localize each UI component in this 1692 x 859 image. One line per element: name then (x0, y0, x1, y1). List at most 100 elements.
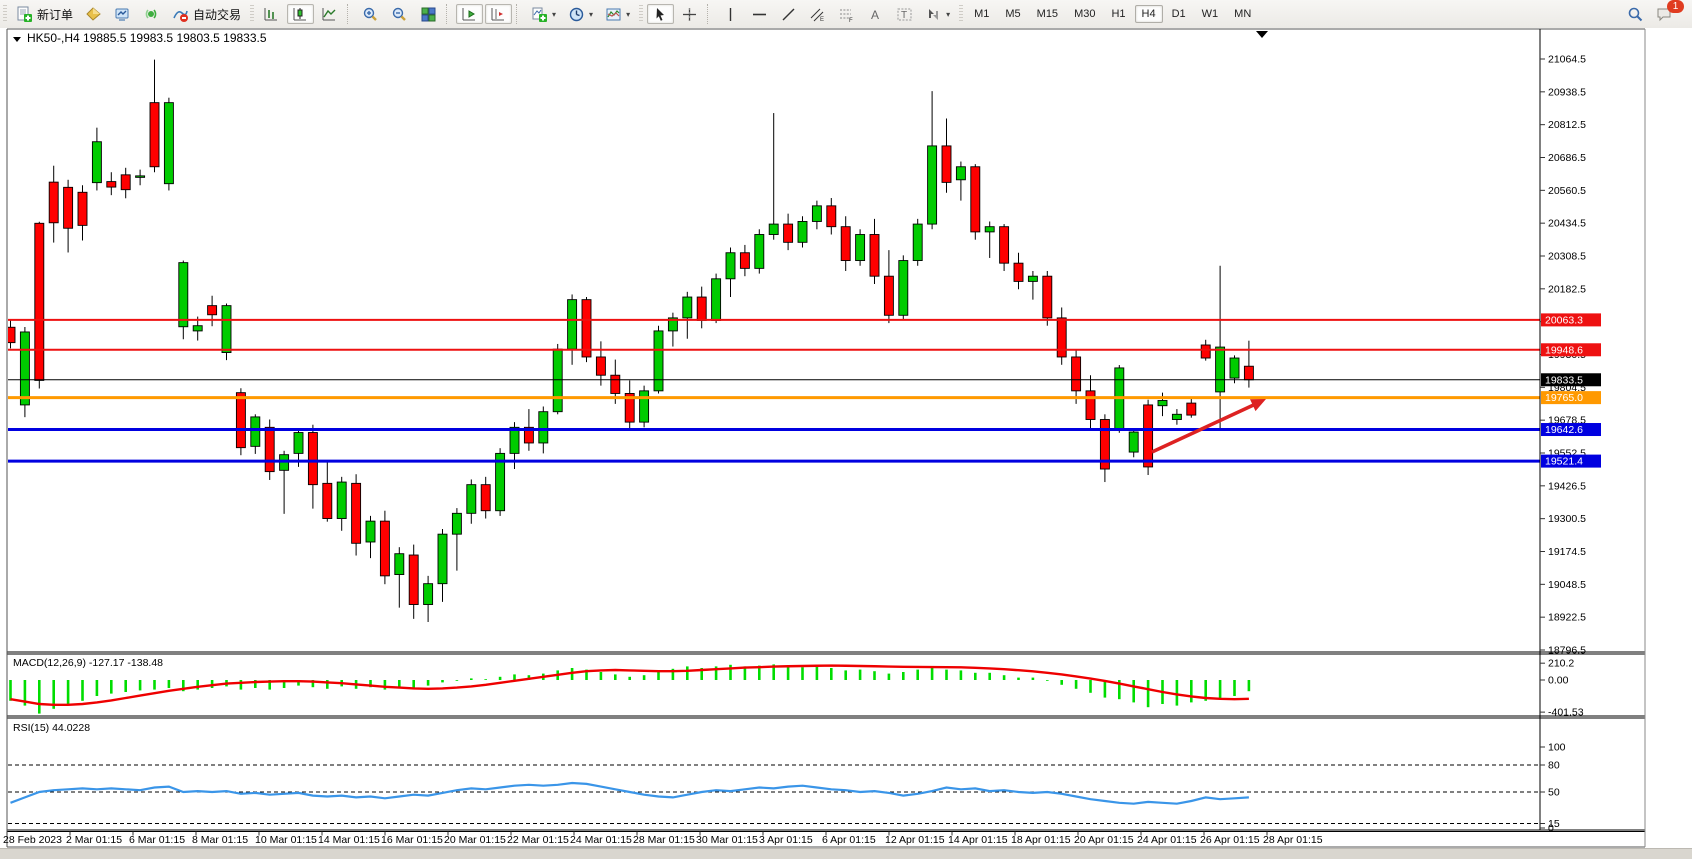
timeframe-m15-button[interactable]: M15 (1036, 8, 1059, 20)
auto-trading-label: 自动交易 (193, 7, 242, 22)
crosshair-button[interactable] (676, 4, 703, 24)
periods-button[interactable]: ▾ (563, 4, 598, 24)
quotes-icon (86, 6, 101, 21)
rsi-axis: 100 80 50 150 (1540, 742, 1566, 835)
svg-text:20938.5: 20938.5 (1548, 86, 1586, 98)
bar-chart-icon (264, 7, 278, 20)
indicators-icon (532, 7, 548, 22)
chart-shift-button[interactable] (485, 4, 513, 24)
timeframe-w1-button[interactable]: W1 (1201, 8, 1219, 20)
quotes-button[interactable] (80, 4, 107, 24)
svg-text:50: 50 (1548, 787, 1560, 799)
dropdown-arrow-icon: ▾ (626, 9, 631, 19)
auto-trading-icon (173, 10, 189, 22)
toolbar: 新订单 (0, 0, 1692, 29)
signals-button[interactable] (138, 4, 165, 24)
auto-scroll-button[interactable] (456, 4, 484, 24)
svg-text:6 Apr 01:15: 6 Apr 01:15 (822, 834, 876, 846)
text-button[interactable]: A (862, 4, 889, 24)
templates-icon (606, 8, 621, 20)
fibonacci-button[interactable]: F (833, 4, 860, 24)
notification-badge: 1 (1667, 0, 1684, 13)
svg-text:15: 15 (1548, 818, 1560, 830)
svg-text:MACD(12,26,9) -127.17 -138.48: MACD(12,26,9) -127.17 -138.48 (13, 657, 163, 669)
vertical-line-icon (729, 7, 732, 21)
svg-text:3 Apr 01:15: 3 Apr 01:15 (759, 834, 813, 846)
svg-text:18922.5: 18922.5 (1548, 612, 1586, 624)
toolbar-separator (347, 4, 353, 24)
market-watch-icon (115, 8, 129, 21)
bar-chart-button[interactable] (258, 4, 285, 24)
timeframe-h1-button[interactable]: H1 (1111, 8, 1126, 20)
svg-text:20686.5: 20686.5 (1548, 152, 1586, 164)
svg-text:24 Mar 01:15: 24 Mar 01:15 (570, 834, 632, 846)
svg-text:20812.5: 20812.5 (1548, 119, 1586, 131)
svg-text:19521.4: 19521.4 (1545, 456, 1583, 468)
candlestick-button[interactable] (287, 4, 315, 24)
chart-shift-marker (1256, 31, 1268, 38)
svg-text:20 Apr 01:15: 20 Apr 01:15 (1074, 834, 1134, 846)
zoom-out-button[interactable] (386, 4, 413, 24)
equidistant-channel-button[interactable]: E (804, 4, 831, 24)
line-chart-button[interactable] (316, 4, 343, 24)
zoom-out-icon (392, 7, 406, 21)
svg-text:19948.6: 19948.6 (1545, 344, 1583, 356)
search-icon (1628, 7, 1643, 21)
line-chart-icon (322, 7, 336, 20)
svg-text:20308.5: 20308.5 (1548, 250, 1586, 262)
auto-trading-button[interactable]: 自动交易 (167, 4, 246, 24)
svg-text:22 Mar 01:15: 22 Mar 01:15 (507, 834, 569, 846)
dropdown-arrow-icon: ▾ (946, 9, 951, 19)
timeframe-m5-button[interactable]: M5 (1005, 8, 1021, 20)
macd-pane (9, 664, 1251, 714)
svg-text:0: 0 (1548, 823, 1554, 835)
svg-text:14 Apr 01:15: 14 Apr 01:15 (948, 834, 1008, 846)
svg-text:-401.53: -401.53 (1548, 707, 1584, 719)
zoom-in-button[interactable] (357, 4, 384, 24)
new-order-label: 新订单 (37, 7, 74, 22)
timeframe-toolbar: M1 M5 M15 M30 H1 H4 D1 W1 MN (966, 5, 1259, 23)
svg-text:RSI(15) 44.0228: RSI(15) 44.0228 (13, 722, 90, 734)
text-label-button[interactable]: T (891, 4, 918, 24)
candlestick-icon (293, 7, 307, 20)
horizontal-line-button[interactable] (746, 4, 773, 24)
toolbar-separator (707, 4, 713, 24)
tile-windows-button[interactable] (415, 4, 442, 24)
toolbar-grip (639, 5, 644, 23)
svg-text:20 Mar 01:15: 20 Mar 01:15 (444, 834, 506, 846)
svg-text:19765.0: 19765.0 (1545, 392, 1583, 404)
templates-button[interactable]: ▾ (600, 4, 635, 24)
svg-text:30 Mar 01:15: 30 Mar 01:15 (696, 834, 758, 846)
timeframe-m30-button[interactable]: M30 (1074, 8, 1096, 20)
time-axis: 28 Feb 2023 2 Mar 01:15 6 Mar 01:15 8 Mar 0… (3, 831, 1323, 846)
timeframe-d1-button[interactable]: D1 (1171, 8, 1186, 20)
svg-text:14 Mar 01:15: 14 Mar 01:15 (318, 834, 380, 846)
svg-text:6 Mar 01:15: 6 Mar 01:15 (129, 834, 185, 846)
price-badge: 20063.3 (1541, 313, 1601, 327)
search-button[interactable] (1622, 4, 1649, 24)
cursor-button[interactable] (647, 4, 675, 24)
svg-text:8 Mar 01:15: 8 Mar 01:15 (192, 834, 248, 846)
timeframe-h4-button[interactable]: H4 (1134, 5, 1163, 23)
rsi-pane (8, 764, 1540, 824)
new-order-button[interactable]: 新订单 (11, 4, 78, 24)
indicators-button[interactable]: ▾ (526, 4, 561, 24)
svg-text:HK50-,H4 19885.5 19983.5 1980: HK50-,H4 19885.5 19983.5 19803.5 19833.5 (27, 31, 267, 45)
arrows-button[interactable]: ▾ (920, 4, 955, 24)
svg-text:18796.5: 18796.5 (1548, 644, 1586, 656)
timeframe-mn-button[interactable]: MN (1234, 8, 1252, 20)
equidistant-channel-icon: E (810, 8, 824, 23)
svg-text:20434.5: 20434.5 (1548, 218, 1586, 230)
svg-text:28 Apr 01:15: 28 Apr 01:15 (1263, 834, 1323, 846)
svg-text:18 Apr 01:15: 18 Apr 01:15 (1011, 834, 1071, 846)
trendline-button[interactable] (775, 4, 802, 24)
toolbar-grip (250, 5, 255, 23)
svg-text:19642.6: 19642.6 (1545, 424, 1583, 436)
timeframe-m1-button[interactable]: M1 (974, 8, 990, 20)
notifications-button[interactable]: 1 (1651, 0, 1684, 24)
chart-area[interactable]: HK50-,H4 19885.5 19983.5 19803.5 19833.5… (0, 28, 1692, 853)
market-watch-button[interactable] (109, 4, 136, 24)
main-chart-svg: HK50-,H4 19885.5 19983.5 19803.5 19833.5… (0, 28, 1692, 848)
vertical-line-button[interactable] (717, 4, 744, 24)
